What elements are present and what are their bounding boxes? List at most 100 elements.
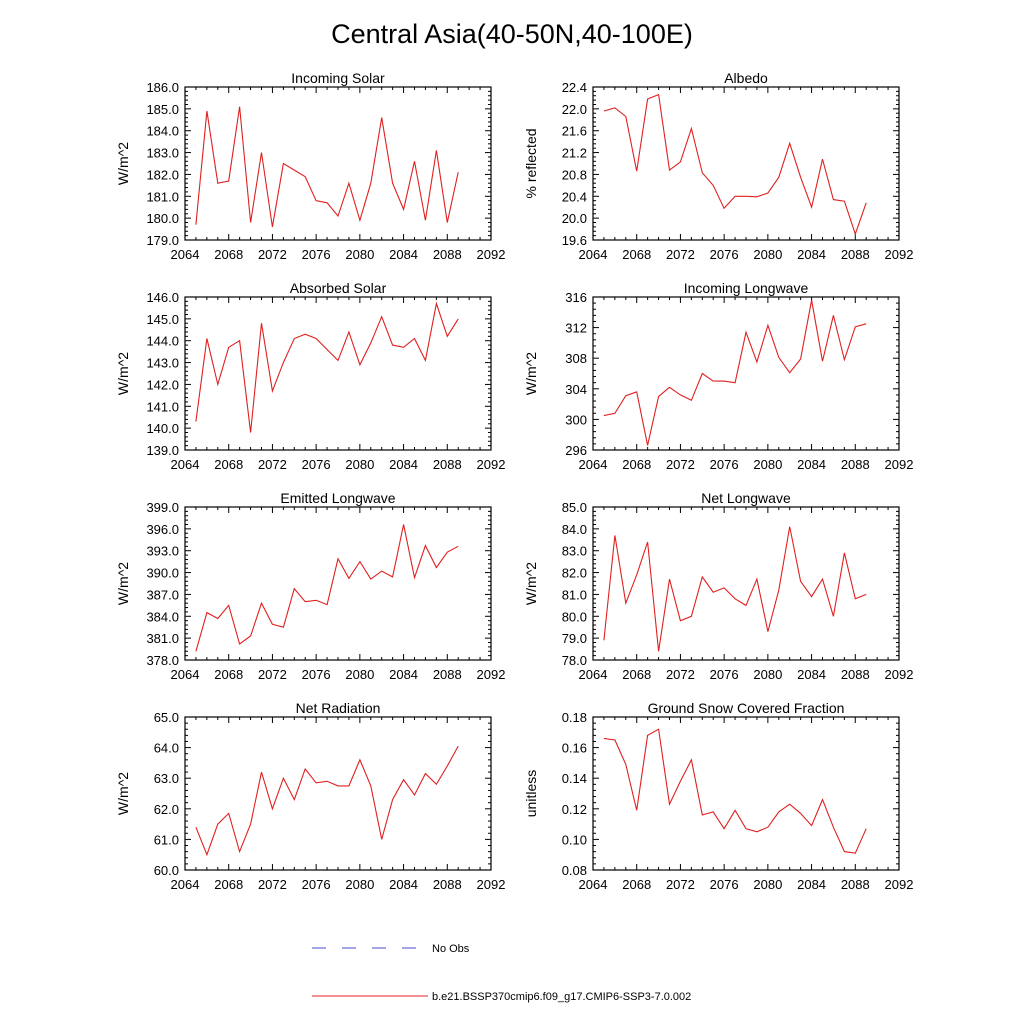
y-tick-label: 180.0 [146, 211, 179, 226]
x-tick-label: 2068 [622, 457, 651, 472]
x-tick-label: 2072 [258, 877, 287, 892]
x-tick-label: 2068 [214, 247, 243, 262]
y-tick-label: 142.0 [146, 377, 179, 392]
x-tick-label: 2092 [477, 667, 506, 682]
y-tick-label: 83.0 [562, 544, 587, 559]
y-tick-label: 64.0 [154, 741, 179, 756]
y-tick-label: 300 [565, 412, 587, 427]
y-axis-label: W/m^2 [115, 772, 131, 815]
y-tick-label: 183.0 [146, 146, 179, 161]
panel-title: Albedo [724, 70, 768, 86]
x-tick-label: 2076 [302, 247, 331, 262]
x-tick-label: 2092 [885, 877, 914, 892]
series-line-emitted-longwave [195, 524, 459, 652]
y-tick-label: 20.4 [562, 189, 587, 204]
x-tick-label: 2080 [345, 457, 374, 472]
x-tick-label: 2076 [710, 247, 739, 262]
panel-albedo: Albedo % reflected 2064 2068 2072 2076 2080 208… [523, 70, 913, 262]
x-tick-label: 2092 [477, 457, 506, 472]
panel-title: Absorbed Solar [290, 280, 387, 296]
y-tick-label: 84.0 [562, 522, 587, 537]
y-tick-label: 65.0 [154, 710, 179, 725]
x-tick-label: 2088 [841, 457, 870, 472]
x-tick-label: 2068 [622, 667, 651, 682]
x-tick-label: 2064 [171, 457, 200, 472]
x-tick-label: 2076 [710, 667, 739, 682]
y-tick-label: 378.0 [146, 653, 179, 668]
y-tick-label: 144.0 [146, 334, 179, 349]
x-tick-label: 2088 [433, 667, 462, 682]
x-tick-label: 2064 [579, 667, 608, 682]
panel-ground-snow-covered-fraction: Ground Snow Covered Fraction unitless 2064… [523, 700, 913, 892]
y-tick-label: 20.8 [562, 167, 587, 182]
x-tick-label: 2088 [841, 247, 870, 262]
y-tick-label: 81.0 [562, 587, 587, 602]
series-line-incoming-solar [195, 106, 459, 227]
panel-net-longwave: Net Longwave W/m^2 2064 2068 2072 2076 2080 208… [523, 490, 913, 682]
plot-frame [184, 506, 492, 661]
x-tick-label: 2080 [753, 247, 782, 262]
panel-title: Net Radiation [296, 700, 381, 716]
x-tick-label: 2080 [753, 877, 782, 892]
x-tick-label: 2076 [710, 877, 739, 892]
x-tick-label: 2076 [302, 667, 331, 682]
x-tick-label: 2084 [797, 457, 826, 472]
y-tick-label: 316 [565, 290, 587, 305]
y-tick-label: 62.0 [154, 802, 179, 817]
y-tick-label: 61.0 [154, 832, 179, 847]
x-tick-label: 2084 [389, 247, 418, 262]
x-tick-label: 2064 [579, 457, 608, 472]
y-tick-label: 393.0 [146, 544, 179, 559]
y-tick-label: 139.0 [146, 443, 179, 458]
x-tick-label: 2088 [841, 877, 870, 892]
y-tick-label: 312 [565, 321, 587, 336]
series-line-ground-snow-covered-fraction [603, 728, 867, 854]
y-tick-label: 20.0 [562, 211, 587, 226]
y-tick-label: 63.0 [154, 771, 179, 786]
x-tick-label: 2064 [171, 877, 200, 892]
x-tick-label: 2092 [885, 667, 914, 682]
x-tick-label: 2072 [258, 457, 287, 472]
x-tick-label: 2084 [797, 877, 826, 892]
x-tick-label: 2092 [885, 457, 914, 472]
y-axis-label: W/m^2 [523, 352, 539, 395]
y-tick-label: 0.14 [562, 771, 587, 786]
y-tick-label: 399.0 [146, 500, 179, 515]
chart-panels: Incoming Solar W/m^2 2064 2068 2072 2076 2080 2… [115, 70, 913, 892]
panel-title: Incoming Longwave [684, 280, 809, 296]
plot-frame [592, 506, 900, 661]
x-tick-label: 2064 [579, 877, 608, 892]
x-tick-label: 2064 [579, 247, 608, 262]
y-tick-label: 78.0 [562, 653, 587, 668]
y-tick-label: 145.0 [146, 312, 179, 327]
y-tick-label: 390.0 [146, 566, 179, 581]
x-tick-label: 2076 [302, 877, 331, 892]
x-tick-label: 2092 [477, 877, 506, 892]
x-tick-label: 2092 [885, 247, 914, 262]
panel-title: Net Longwave [701, 490, 791, 506]
x-tick-label: 2084 [389, 667, 418, 682]
y-tick-label: 179.0 [146, 233, 179, 248]
plot-frame [184, 296, 492, 451]
series-line-albedo [603, 93, 867, 236]
y-tick-label: 396.0 [146, 522, 179, 537]
y-tick-label: 0.12 [562, 802, 587, 817]
x-tick-label: 2080 [345, 877, 374, 892]
x-tick-label: 2072 [666, 877, 695, 892]
x-tick-label: 2088 [433, 247, 462, 262]
panel-emitted-longwave: Emitted Longwave W/m^2 2064 2068 2072 2076 208… [115, 490, 505, 682]
x-tick-label: 2084 [389, 457, 418, 472]
y-tick-label: 381.0 [146, 631, 179, 646]
x-tick-label: 2076 [302, 457, 331, 472]
legend-label-no-obs: No Obs [432, 943, 470, 955]
y-axis-label: W/m^2 [523, 562, 539, 605]
y-tick-label: 79.0 [562, 631, 587, 646]
x-tick-label: 2068 [214, 457, 243, 472]
x-tick-label: 2072 [258, 247, 287, 262]
x-tick-label: 2088 [433, 877, 462, 892]
legend-label-model-run: b.e21.BSSP370cmip6.f09_g17.CMIP6-SSP3-7.… [432, 991, 691, 1003]
y-tick-label: 21.6 [562, 124, 587, 139]
x-tick-label: 2068 [622, 247, 651, 262]
x-tick-label: 2084 [389, 877, 418, 892]
y-axis-label: W/m^2 [115, 562, 131, 605]
